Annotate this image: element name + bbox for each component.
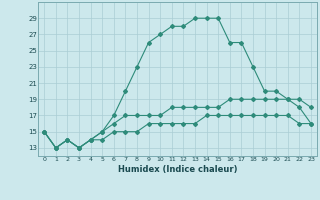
X-axis label: Humidex (Indice chaleur): Humidex (Indice chaleur)	[118, 165, 237, 174]
